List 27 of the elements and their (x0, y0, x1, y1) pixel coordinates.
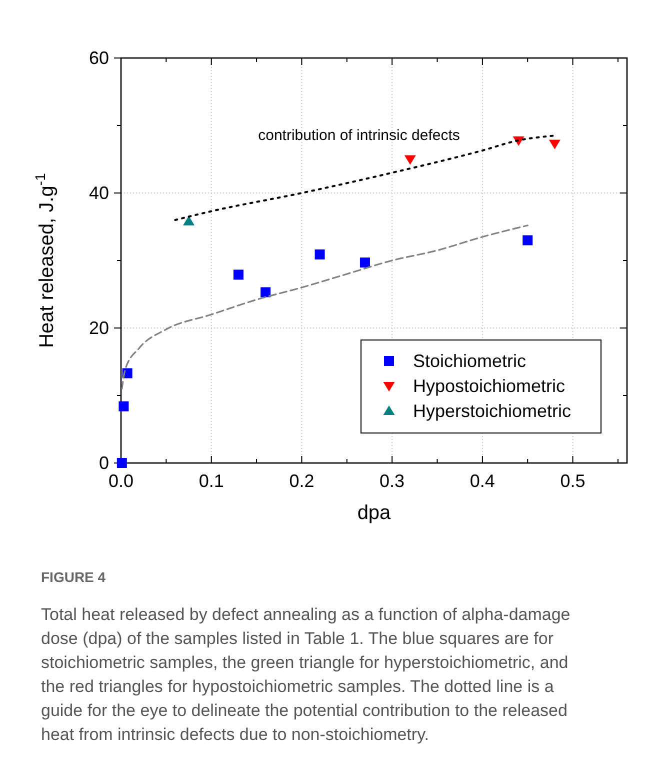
x-axis-title: dpa (357, 502, 392, 524)
y-tick-label: 0 (98, 453, 109, 473)
legend-label: Hyperstoichiometric (413, 401, 572, 421)
x-tick-label: 0.0 (108, 471, 134, 491)
point (360, 258, 370, 268)
point (118, 401, 129, 412)
legend-label: Stoichiometric (413, 351, 526, 371)
x-tick-label: 0.3 (380, 471, 405, 491)
legend-label: Hypostoichiometric (413, 376, 566, 396)
point (116, 458, 127, 468)
text: Total heat released by defect annealing as a function of alpha-damage dose (dpa) of the samples listed in Table 1. The blue squares are for stoichiometric samples, the green triangle for hyperstoichiometric, and the red triangles for hypostoichiometric samples. The dotted line is a guide for the eye to delineate the potential contribution to the released heat from intrinsic defects due to non-stoichiometry. (41, 605, 570, 744)
y-tick-label: 60 (88, 48, 109, 68)
point (314, 249, 325, 260)
point (548, 140, 560, 150)
x-tick-label: 0.1 (198, 471, 224, 491)
point (404, 155, 416, 165)
text: FIGURE 4 (41, 569, 106, 585)
x-tick-label: 0.4 (470, 471, 495, 491)
y-tick-label: 20 (88, 318, 109, 338)
x-tick-label: 0.5 (560, 471, 586, 491)
point (183, 216, 195, 226)
point (522, 235, 533, 246)
x-tick-label: 0.2 (289, 471, 314, 491)
y-tick-label: 40 (88, 183, 109, 203)
annotation: contribution of intrinsic defects (258, 127, 460, 144)
point (260, 287, 271, 298)
point (233, 270, 244, 280)
